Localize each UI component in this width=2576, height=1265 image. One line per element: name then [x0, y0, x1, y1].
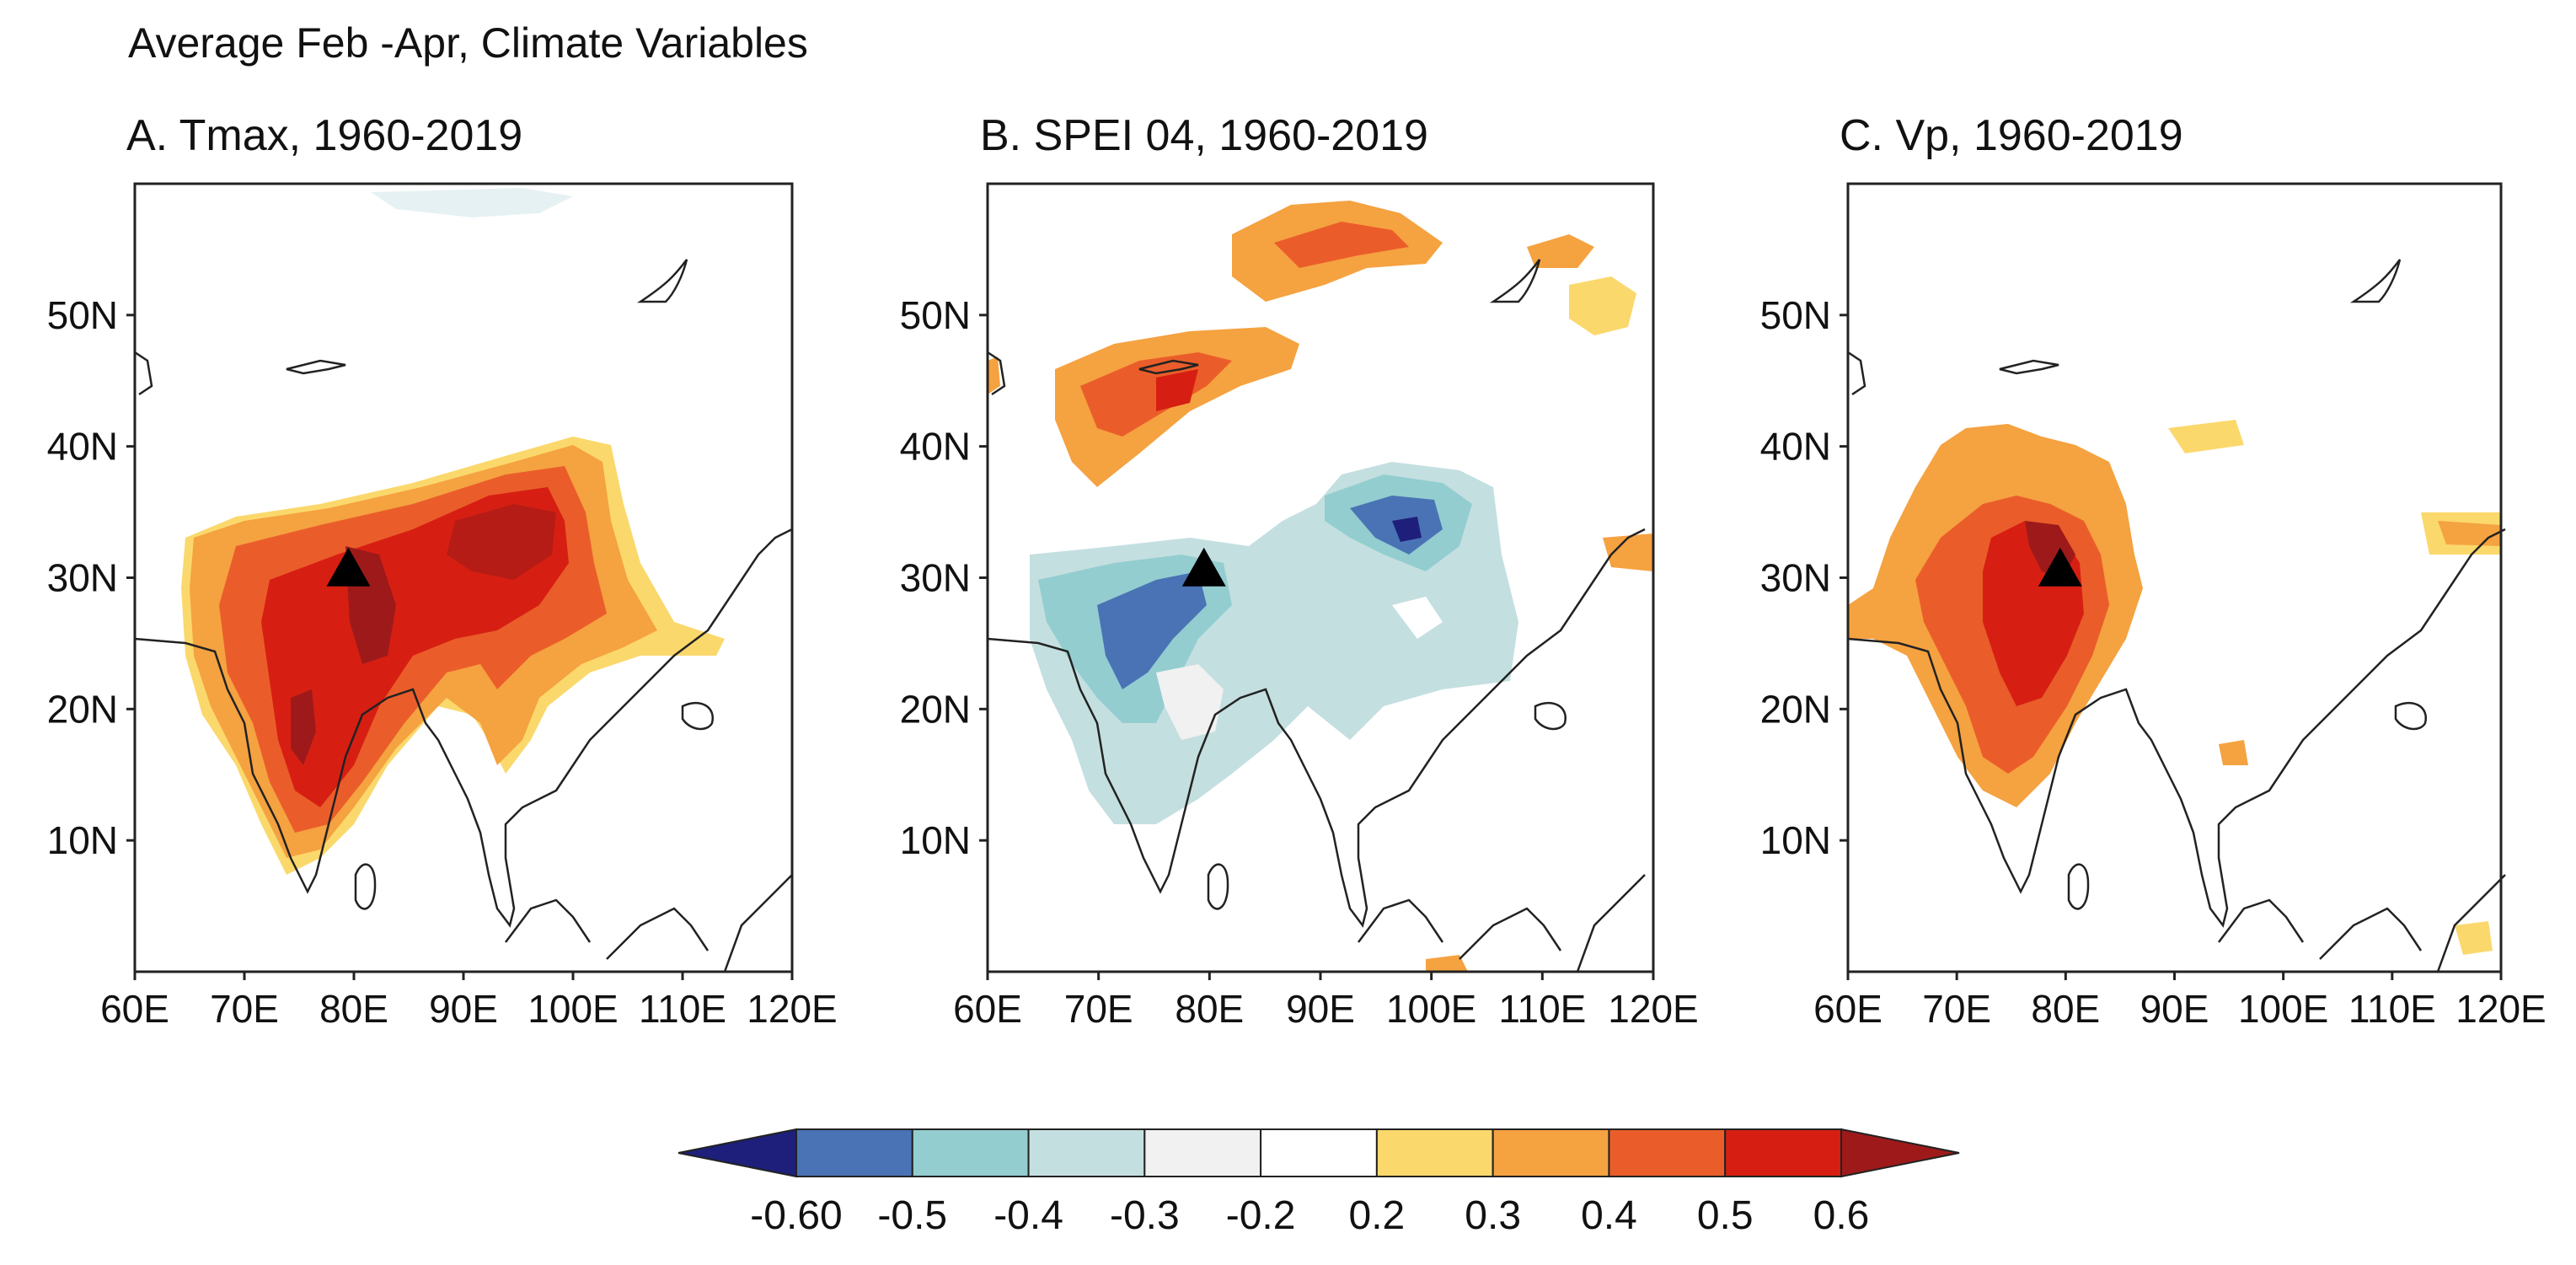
colorbar-label: -0.3 [1110, 1193, 1180, 1238]
colorbar-segment [911, 1128, 1030, 1177]
spei-pos-patch-4c [1156, 369, 1198, 411]
lon-tick-label: 110E [1498, 987, 1586, 1031]
spei-pos-patch-4 [1055, 327, 1299, 487]
lon-tick-label: 120E [747, 987, 837, 1031]
axis-ticks: 60E 70E 80E 90E 100E 110E 120E 10N 20N 30N 40N 50N 6… [47, 293, 2547, 1031]
lon-tick-label: 110E [639, 987, 726, 1031]
colorbar-segment [1608, 1128, 1727, 1177]
panel-c: C. Vp, 1960-2019 [1840, 111, 2507, 973]
light-blue-patch [371, 188, 573, 217]
spei-hole [1392, 597, 1443, 639]
colorbar-label: -0.4 [993, 1193, 1063, 1238]
colorbar-label: 0.2 [1349, 1193, 1406, 1238]
colorbar-label: 0.6 [1813, 1193, 1870, 1238]
tmax-region-0.6c [291, 689, 316, 765]
lat-tick-label: 50N [900, 293, 971, 337]
vp-patch-2b [2438, 521, 2501, 546]
colorbar-label: 0.4 [1581, 1193, 1637, 1238]
lon-tick-label: 100E [528, 987, 618, 1031]
lat-tick-label: 10N [47, 818, 118, 862]
vp-patch-1 [2168, 420, 2244, 453]
lat-tick-label: 40N [47, 425, 118, 469]
colorbar-label: -0.2 [1226, 1193, 1296, 1238]
colorbar-segment [1027, 1128, 1146, 1177]
lat-tick-label: 10N [1760, 818, 1831, 862]
lon-tick-label: 100E [2238, 987, 2328, 1031]
colorbar-label: 0.3 [1465, 1193, 1521, 1238]
vp-patch-4 [2219, 740, 2248, 765]
lon-tick-label: 80E [2031, 987, 2100, 1031]
spei-neg-region-0.2 [1156, 664, 1224, 740]
lon-tick-label: 90E [1286, 987, 1355, 1031]
colorbar: -0.60 -0.5 -0.4 -0.3 -0.2 0.2 0.3 0.4 0.5 0.6 [677, 1128, 1960, 1238]
spei-pos-patch-7 [1426, 955, 1468, 972]
colorbar-segment [1724, 1128, 1842, 1177]
lat-tick-label: 10N [900, 818, 971, 862]
tmax-region-0.6b [447, 504, 556, 580]
colorbar-segment [795, 1128, 913, 1177]
lon-tick-label: 100E [1386, 987, 1476, 1031]
panel-a-map [133, 182, 794, 973]
lat-tick-label: 30N [1760, 556, 1831, 600]
spei-pos-patch-5 [988, 356, 1000, 394]
lat-tick-label: 30N [900, 556, 971, 600]
colorbar-label: -0.5 [877, 1193, 947, 1238]
lon-tick-label: 120E [2456, 987, 2546, 1031]
lon-tick-label: 60E [953, 987, 1022, 1031]
panel-b-title: B. SPEI 04, 1960-2019 [980, 111, 1428, 160]
colorbar-segment [1143, 1128, 1262, 1177]
lat-tick-label: 50N [47, 293, 118, 337]
colorbar-max-arrow [1840, 1128, 1960, 1178]
lat-tick-label: 50N [1760, 293, 1831, 337]
lon-tick-label: 70E [1922, 987, 1991, 1031]
spei-pos-patch-2 [1527, 234, 1594, 268]
panel-b: B. SPEI 04, 1960-2019 [980, 111, 1655, 973]
lon-tick-label: 80E [1175, 987, 1244, 1031]
colorbar-label: 0.5 [1697, 1193, 1754, 1238]
lon-tick-label: 60E [1813, 987, 1882, 1031]
lat-tick-label: 20N [1760, 687, 1831, 731]
figure-title: Average Feb -Apr, Climate Variables [128, 19, 808, 67]
lon-tick-label: 90E [2140, 987, 2209, 1031]
lon-tick-label: 60E [100, 987, 169, 1031]
lat-tick-label: 40N [900, 425, 971, 469]
spei-neg-region-0.5 [1097, 571, 1207, 689]
lon-tick-label: 70E [1064, 987, 1133, 1031]
spei-pos-patch-1b [1274, 222, 1409, 268]
colorbar-segment [1260, 1128, 1378, 1177]
panel-c-title: C. Vp, 1960-2019 [1840, 111, 2183, 160]
lat-tick-label: 20N [47, 687, 118, 731]
panel-a: A. Tmax, 1960-2019 [126, 111, 794, 973]
lon-tick-label: 120E [1608, 987, 1698, 1031]
spei-pos-patch-6 [1603, 533, 1653, 571]
vp-patch-3 [2455, 921, 2493, 955]
triangle-marker [1181, 547, 1226, 587]
lat-tick-label: 40N [1760, 425, 1831, 469]
panel-c-map [1846, 182, 2507, 973]
triangle-marker [326, 547, 371, 587]
markers [326, 547, 2082, 587]
colorbar-segment [1492, 1128, 1610, 1177]
colorbar-label: -0.60 [750, 1193, 842, 1238]
lon-tick-label: 110E [2348, 987, 2436, 1031]
lon-tick-label: 90E [429, 987, 498, 1031]
colorbar-segment [1375, 1128, 1494, 1177]
colorbar-min-arrow [677, 1128, 797, 1178]
panel-b-map [986, 182, 1655, 973]
spei-pos-patch-3 [1569, 276, 1636, 335]
lat-tick-label: 30N [47, 556, 118, 600]
triangle-marker [2038, 547, 2082, 587]
spei-neg-region-0.6 [1392, 517, 1422, 542]
panel-a-title: A. Tmax, 1960-2019 [126, 111, 522, 160]
lat-tick-label: 20N [900, 687, 971, 731]
lon-tick-label: 70E [210, 987, 279, 1031]
lon-tick-label: 80E [319, 987, 388, 1031]
